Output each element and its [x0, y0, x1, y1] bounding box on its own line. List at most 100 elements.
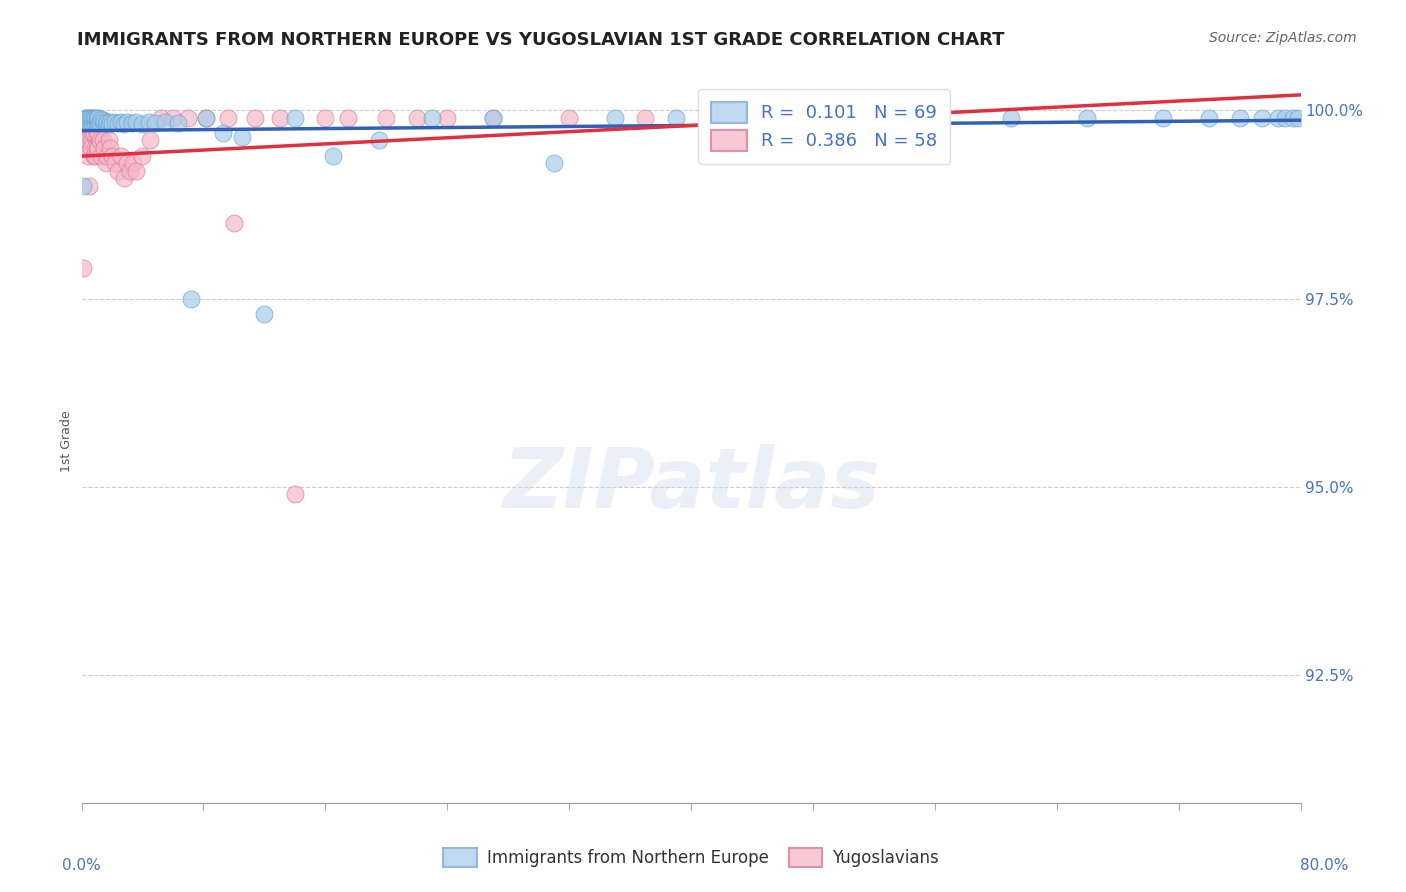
Point: [120, 163, 142, 178]
Text: ZIPatlas: ZIPatlas: [502, 444, 880, 525]
Point: [104, 156, 127, 170]
Point: [89, 114, 111, 128]
Point: [180, 292, 202, 306]
Point: [924, 111, 946, 125]
Point: [314, 111, 336, 125]
Point: [138, 115, 160, 129]
Point: [75, 111, 97, 125]
Point: [86, 114, 108, 128]
Point: [83, 126, 105, 140]
Point: [155, 114, 177, 128]
Point: [86, 126, 108, 140]
Point: [94, 156, 117, 170]
Point: [94, 116, 117, 130]
Point: [143, 116, 166, 130]
Point: [634, 111, 657, 125]
Point: [93, 114, 115, 128]
Point: [195, 111, 218, 125]
Point: [107, 116, 129, 130]
Point: [84, 114, 107, 128]
Text: 80.0%: 80.0%: [1301, 858, 1348, 873]
Point: [98, 117, 121, 131]
Point: [786, 111, 808, 125]
Point: [375, 111, 398, 125]
Point: [863, 111, 886, 125]
Point: [82, 119, 104, 133]
Point: [83, 111, 105, 125]
Point: [337, 111, 360, 125]
Point: [1198, 111, 1220, 125]
Point: [558, 111, 581, 125]
Point: [482, 111, 505, 125]
Point: [253, 307, 276, 321]
Point: [112, 117, 135, 131]
Point: [725, 111, 748, 125]
Point: [73, 126, 96, 140]
Point: [89, 134, 111, 148]
Point: [139, 134, 162, 148]
Point: [80, 111, 103, 125]
Point: [73, 111, 96, 125]
Point: [710, 111, 733, 125]
Point: [212, 126, 235, 140]
Point: [86, 141, 108, 155]
Point: [104, 114, 127, 128]
Point: [100, 115, 122, 129]
Point: [72, 261, 94, 276]
Point: [75, 141, 97, 155]
Point: [1282, 111, 1305, 125]
Point: [72, 178, 94, 193]
Point: [269, 111, 291, 125]
Point: [77, 178, 100, 193]
Point: [90, 148, 112, 162]
Point: [166, 116, 188, 130]
Legend: Immigrants from Northern Europe, Yugoslavians: Immigrants from Northern Europe, Yugosla…: [437, 841, 945, 874]
Point: [84, 111, 107, 125]
Point: [82, 111, 104, 125]
Point: [84, 141, 107, 155]
Point: [131, 117, 153, 131]
Point: [245, 111, 267, 125]
Point: [125, 114, 148, 128]
Point: [786, 111, 808, 125]
Point: [482, 111, 505, 125]
Point: [87, 114, 110, 128]
Point: [177, 111, 200, 125]
Point: [1251, 111, 1274, 125]
Point: [122, 156, 145, 170]
Point: [87, 141, 110, 155]
Point: [110, 114, 132, 128]
Point: [90, 112, 112, 127]
Point: [96, 114, 118, 128]
Point: [222, 216, 245, 230]
Point: [87, 111, 110, 125]
Point: [73, 114, 96, 128]
Point: [84, 148, 107, 162]
Point: [110, 148, 132, 162]
Point: [1000, 111, 1022, 125]
Point: [76, 111, 98, 125]
Point: [1286, 111, 1309, 125]
Point: [367, 134, 389, 148]
Point: [83, 148, 105, 162]
Point: [87, 126, 110, 140]
Text: 0.0%: 0.0%: [62, 858, 101, 873]
Point: [420, 111, 443, 125]
Point: [82, 114, 104, 128]
Point: [1229, 111, 1251, 125]
Text: Source: ZipAtlas.com: Source: ZipAtlas.com: [1209, 31, 1357, 45]
Point: [436, 111, 458, 125]
Point: [322, 148, 344, 162]
Point: [195, 111, 218, 125]
Point: [217, 111, 239, 125]
Point: [91, 113, 114, 128]
Point: [91, 134, 114, 148]
Point: [543, 156, 565, 170]
Point: [86, 111, 108, 125]
Point: [149, 111, 172, 125]
Point: [112, 171, 135, 186]
Point: [77, 111, 100, 125]
Y-axis label: 1st Grade: 1st Grade: [60, 410, 73, 473]
Point: [603, 111, 626, 125]
Point: [77, 114, 100, 128]
